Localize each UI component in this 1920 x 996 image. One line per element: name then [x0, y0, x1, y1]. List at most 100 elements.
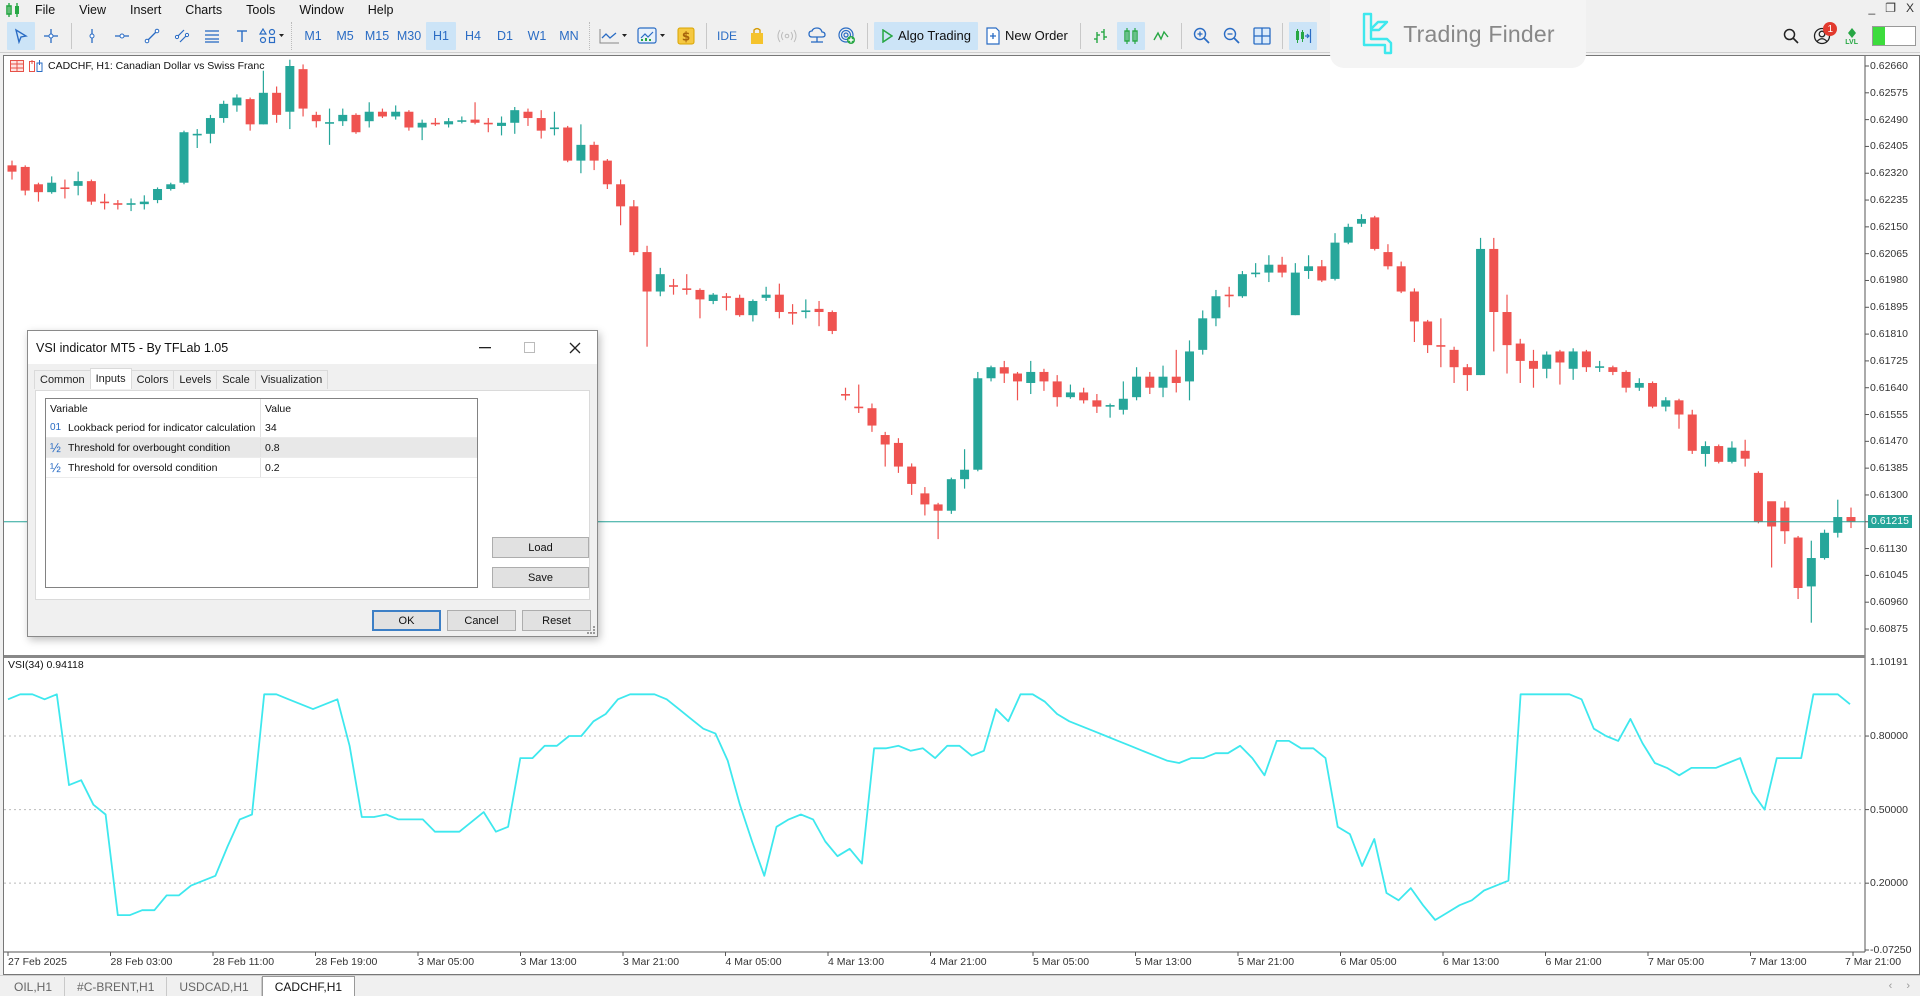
- zoom-in-button[interactable]: [1188, 22, 1216, 50]
- search-icon: [1784, 28, 1799, 44]
- table-header: Variable Value: [46, 399, 477, 418]
- variable-value[interactable]: 0.2: [265, 461, 280, 474]
- dialog-maximize-button[interactable]: [507, 331, 552, 364]
- price-chart-canvas[interactable]: [4, 56, 1919, 974]
- timeframe-w1[interactable]: W1: [527, 28, 547, 43]
- price-axis-label: 0.61385: [1870, 462, 1908, 475]
- line-chart-button[interactable]: [1147, 22, 1175, 50]
- menu-view[interactable]: View: [79, 2, 107, 17]
- timeframe-m1[interactable]: M1: [304, 28, 322, 43]
- time-axis-label: 4 Mar 05:00: [725, 956, 782, 968]
- shapes-tool-button[interactable]: [258, 22, 286, 50]
- tab-colors[interactable]: Colors: [130, 370, 175, 389]
- table-row[interactable]: ½ Threshold for oversold condition 0.2: [46, 458, 477, 478]
- crosshair-tool-button[interactable]: [37, 22, 65, 50]
- text-tool-button[interactable]: [228, 22, 256, 50]
- timeframe-h4[interactable]: H4: [465, 28, 481, 43]
- level-icon[interactable]: LVL: [1845, 27, 1858, 46]
- chart-tab-oil[interactable]: OIL,H1: [2, 977, 66, 996]
- scroll-left-icon[interactable]: ‹: [1888, 980, 1893, 992]
- level-progress-toggle[interactable]: [1872, 26, 1916, 46]
- inputs-panel: Variable Value 01 Lookback period for ind…: [35, 390, 590, 600]
- search-button[interactable]: [1783, 28, 1799, 44]
- menu-insert[interactable]: Insert: [130, 2, 162, 17]
- ok-button[interactable]: OK: [372, 610, 441, 631]
- menu-help[interactable]: Help: [367, 2, 394, 17]
- menu-charts[interactable]: Charts: [185, 2, 223, 17]
- variable-value[interactable]: 0.8: [265, 441, 280, 454]
- trendline-tool-button[interactable]: [138, 22, 166, 50]
- restore-icon[interactable]: ❐: [1885, 1, 1896, 15]
- zoom-out-button[interactable]: [1218, 22, 1246, 50]
- dialog-close-button[interactable]: [552, 331, 597, 364]
- fibonacci-tool-button[interactable]: [198, 22, 226, 50]
- bar-chart-button[interactable]: [1087, 22, 1115, 50]
- dialog-title-bar[interactable]: VSI indicator MT5 - By TFLab 1.05: [28, 331, 597, 364]
- horizontal-line-tool-button[interactable]: [108, 22, 136, 50]
- table-row[interactable]: ½ Threshold for overbought condition 0.8: [46, 438, 477, 458]
- auto-scroll-button[interactable]: [1288, 21, 1317, 50]
- vertical-line-tool-button[interactable]: [78, 22, 106, 50]
- close-icon[interactable]: X: [1905, 1, 1914, 15]
- time-axis-label: 5 Mar 05:00: [1033, 956, 1090, 968]
- price-axis-label: 0.61980: [1870, 274, 1908, 287]
- time-axis-label: 5 Mar 21:00: [1238, 956, 1295, 968]
- algo-trading-button[interactable]: Algo Trading: [874, 21, 979, 50]
- save-button[interactable]: Save: [492, 567, 589, 588]
- timeframe-m15[interactable]: M15: [364, 28, 390, 43]
- resize-grip[interactable]: [587, 626, 595, 634]
- variable-value[interactable]: 34: [265, 421, 277, 434]
- cursor-tool-button[interactable]: [7, 21, 35, 50]
- candlestick-chart-button[interactable]: [1116, 21, 1145, 50]
- minimize-icon[interactable]: _: [1868, 1, 1876, 15]
- channel-tool-button[interactable]: [168, 22, 196, 50]
- time-axis-label: 5 Mar 13:00: [1135, 956, 1192, 968]
- timeframe-m5[interactable]: M5: [336, 28, 354, 43]
- tab-visualization[interactable]: Visualization: [254, 370, 329, 389]
- inputs-table: Variable Value 01 Lookback period for ind…: [45, 398, 478, 588]
- price-axis-label: 0.62235: [1870, 194, 1908, 207]
- table-row[interactable]: 01 Lookback period for indicator calculat…: [46, 418, 477, 438]
- timeframe-mn[interactable]: MN: [559, 28, 579, 43]
- menu-tools[interactable]: Tools: [246, 2, 276, 17]
- chart-tab-usdcad[interactable]: USDCAD,H1: [167, 977, 262, 996]
- menu-file[interactable]: File: [35, 2, 56, 17]
- trading-signals-button[interactable]: $: [672, 22, 700, 50]
- depth-of-market-icon[interactable]: [29, 60, 43, 72]
- cancel-button[interactable]: Cancel: [447, 610, 516, 631]
- price-axis-label: 0.61555: [1870, 408, 1908, 421]
- market-button[interactable]: [743, 22, 771, 50]
- load-button[interactable]: Load: [492, 537, 589, 558]
- timeframe-h1[interactable]: H1: [426, 21, 456, 50]
- tab-inputs[interactable]: Inputs: [89, 368, 132, 389]
- app-logo-icon: [2, 1, 24, 19]
- time-axis-label: 28 Feb 19:00: [315, 956, 378, 968]
- tile-windows-button[interactable]: [1248, 22, 1276, 50]
- indicators-dropdown-button[interactable]: [596, 22, 632, 50]
- ide-button[interactable]: IDE: [717, 28, 738, 43]
- community-button[interactable]: [833, 22, 861, 50]
- time-axis-label: 28 Feb 11:00: [213, 956, 275, 968]
- tab-levels[interactable]: Levels: [173, 370, 218, 389]
- chart-tab-brent[interactable]: #C-BRENT,H1: [65, 977, 168, 996]
- tab-common[interactable]: Common: [34, 370, 91, 389]
- one-click-trading-icon[interactable]: [10, 60, 24, 72]
- menu-window[interactable]: Window: [299, 2, 344, 17]
- new-order-button[interactable]: New Order: [980, 22, 1074, 50]
- time-axis-label: 7 Mar 13:00: [1750, 956, 1807, 968]
- price-axis-label: 0.61640: [1870, 381, 1908, 394]
- tab-scale[interactable]: Scale: [216, 370, 256, 389]
- chart-tab-cadchf[interactable]: CADCHF,H1: [261, 976, 356, 996]
- account-notifications-button[interactable]: 1: [1813, 22, 1838, 45]
- dialog-minimize-button[interactable]: [462, 331, 507, 364]
- reset-button[interactable]: Reset: [522, 610, 591, 631]
- timeframe-d1[interactable]: D1: [497, 28, 513, 43]
- price-axis-label: 0.62320: [1870, 167, 1908, 180]
- chart-templates-dropdown-button[interactable]: [634, 22, 670, 50]
- scroll-right-icon[interactable]: ›: [1906, 980, 1910, 992]
- vps-cloud-button[interactable]: [803, 22, 831, 50]
- toolbar-separator: [71, 22, 72, 49]
- timeframe-m30[interactable]: M30: [396, 28, 422, 43]
- signal-broadcast-icon[interactable]: [773, 22, 801, 50]
- chart-title-bar: CADCHF, H1: Canadian Dollar vs Swiss Fra…: [10, 60, 264, 72]
